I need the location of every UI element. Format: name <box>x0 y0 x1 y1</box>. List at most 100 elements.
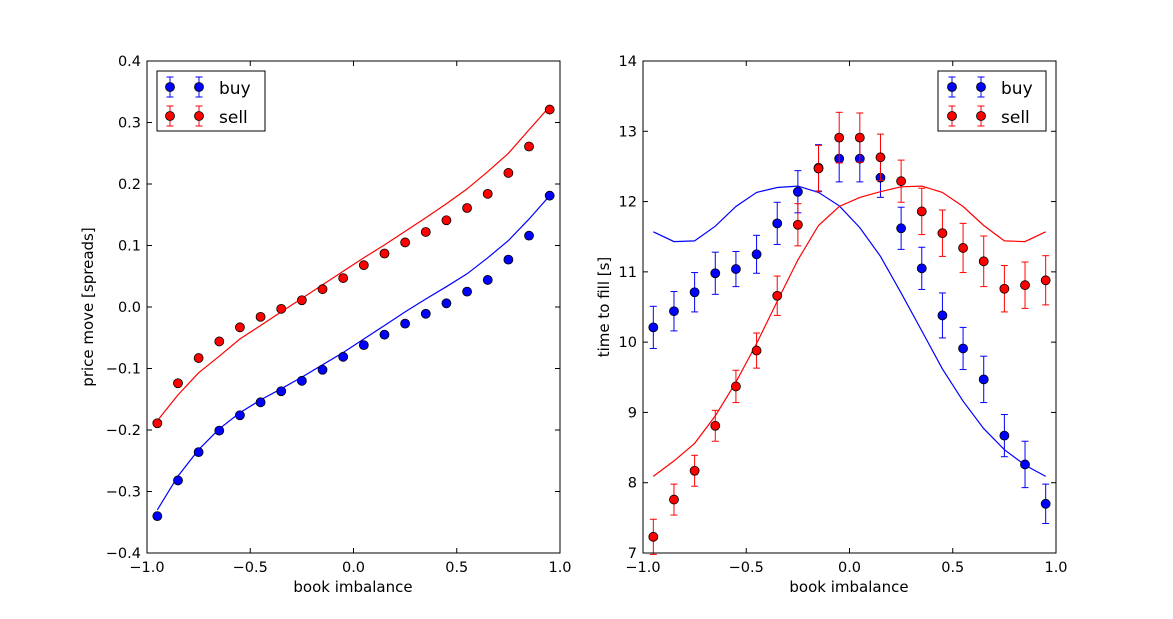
time-to-fill-sell-data-point <box>731 381 741 392</box>
time-to-fill-sell-data-point <box>1020 280 1030 291</box>
price-move-x-tick-label: −1.0 <box>129 560 164 576</box>
price-move-sell-data-point <box>338 273 349 283</box>
time-to-fill-buy-data-point <box>916 263 927 274</box>
time-to-fill-x-tick-label: 1.0 <box>1044 560 1067 576</box>
price-move-buy-data-point <box>503 254 514 265</box>
time-to-fill-buy-data-point <box>1020 459 1030 470</box>
price-move-sell-data-point <box>420 227 431 237</box>
time-to-fill-x-tick-label: −0.5 <box>729 560 764 576</box>
price-move-plot-marks <box>152 104 555 521</box>
time-to-fill-buy-data-point <box>896 223 907 234</box>
price-move-buy-data-point <box>152 511 163 521</box>
price-move-buy-data-point <box>420 308 431 319</box>
time-to-fill-legend-buy-label: buy <box>1001 79 1033 99</box>
time-to-fill-sell-data-point <box>648 531 659 542</box>
price-move-sell-data-point <box>214 336 225 347</box>
time-to-fill-ticks: −1.0 −0.5 0.0 0.5 1.0 7 8 9 10 11 12 13 14 <box>619 54 1068 576</box>
time-to-fill-sell-data-point <box>958 243 968 253</box>
price-move-legend: buy sell <box>156 70 266 132</box>
price-move-buy-data-point <box>317 364 328 375</box>
time-to-fill-sell-data-point <box>813 163 824 174</box>
time-to-fill-buy-data-point <box>937 310 948 321</box>
price-move-sell-data-point <box>276 303 287 314</box>
price-move-y-tick-label: −0.3 <box>106 485 141 501</box>
time-to-fill-x-tick-label: −1.0 <box>625 560 660 576</box>
price-move-buy-data-point <box>296 375 307 386</box>
time-to-fill-sell-data-point <box>772 290 783 301</box>
price-move-x-tick-label: 0.0 <box>342 560 365 576</box>
time-to-fill-x-axis-label: book imbalance <box>789 578 908 596</box>
time-to-fill-legend-sell-symbol <box>947 105 986 127</box>
price-move-y-tick-label: 0.3 <box>118 116 141 132</box>
price-move-buy-data-point <box>379 329 390 340</box>
price-move-sell-data-point <box>462 203 472 213</box>
price-move-sell-data-point <box>317 284 328 295</box>
time-to-fill-sell-data-point <box>1040 275 1051 286</box>
price-move-y-tick-label: −0.4 <box>106 546 141 562</box>
price-move-legend-buy-symbol <box>165 76 204 98</box>
price-move-legend-box <box>156 70 266 132</box>
price-move-sell-data-point <box>173 378 183 389</box>
price-move-buy-data-point <box>544 190 555 201</box>
price-move-y-tick-label: 0.0 <box>118 300 141 316</box>
time-to-fill-buy-data-point <box>710 268 721 279</box>
price-move-buy-data-point <box>255 397 266 408</box>
time-to-fill-y-tick-label: 14 <box>619 54 637 70</box>
time-to-fill-y-axis-label: time to fill [s] <box>595 257 613 358</box>
time-to-fill-sell-data-point <box>854 132 865 143</box>
time-to-fill-sell-data-point <box>751 345 762 356</box>
price-move-y-axis-label: price move [spreads] <box>79 227 97 386</box>
time-to-fill-legend-sell-label: sell <box>1001 108 1030 128</box>
price-move-sell-data-point <box>400 237 411 248</box>
price-move-buy-data-point <box>524 230 534 241</box>
price-move-legend-sell-symbol <box>165 105 204 127</box>
time-to-fill-sell-data-point <box>999 283 1010 294</box>
time-to-fill-buy-data-point <box>978 374 989 385</box>
price-move-sell-data-point <box>358 260 369 271</box>
time-to-fill-chart: −1.0 −0.5 0.0 0.5 1.0 7 8 9 10 11 12 13 14 book imba… <box>595 54 1068 596</box>
time-to-fill-sell-data-point <box>792 219 803 230</box>
price-move-sell-data-point <box>544 104 555 115</box>
price-move-sell-data-point <box>235 322 245 333</box>
price-move-buy-data-point <box>338 351 349 362</box>
price-move-legend-sell-label: sell <box>219 108 248 128</box>
time-to-fill-x-tick-label: 0.0 <box>838 560 861 576</box>
time-to-fill-sell-data-point <box>916 206 927 217</box>
price-move-sell-data-point <box>255 311 266 322</box>
price-move-sell-data-point <box>524 141 534 152</box>
price-move-ticks: −1.0 −0.5 0.0 0.5 1.0 −0.4 −0.3 −0.2 −0.1 0.0 0.1 0… <box>106 54 572 576</box>
price-move-sell-data-point <box>503 168 514 178</box>
price-move-y-tick-label: −0.2 <box>106 423 141 439</box>
price-move-buy-data-point <box>462 286 472 297</box>
price-move-y-tick-label: 0.4 <box>118 54 141 70</box>
time-to-fill-buy-data-point <box>751 249 762 260</box>
time-to-fill-sell-data-point <box>937 228 948 239</box>
price-move-sell-data-point <box>482 188 493 199</box>
time-to-fill-sell-data-point <box>875 152 886 163</box>
time-to-fill-y-tick-label: 11 <box>619 265 637 281</box>
time-to-fill-x-tick-label: 0.5 <box>941 560 964 576</box>
price-move-buy-model-line <box>156 195 551 511</box>
price-move-y-tick-label: 0.1 <box>118 239 141 255</box>
time-to-fill-buy-data-point <box>772 218 783 229</box>
time-to-fill-y-tick-label: 13 <box>619 124 637 140</box>
price-move-x-axis-label: book imbalance <box>293 578 412 596</box>
time-to-fill-buy-data-point <box>999 430 1010 441</box>
time-to-fill-y-tick-label: 10 <box>619 335 637 351</box>
time-to-fill-buy-data-point <box>689 287 700 298</box>
time-to-fill-y-tick-label: 8 <box>628 476 637 492</box>
time-to-fill-buy-data-point <box>958 343 968 354</box>
time-to-fill-buy-data-point <box>669 306 679 317</box>
time-to-fill-sell-data-point <box>896 176 907 187</box>
price-move-buy-data-point <box>173 475 183 486</box>
price-move-legend-buy-label: buy <box>219 79 251 99</box>
price-move-buy-data-point <box>400 318 411 329</box>
price-move-buy-data-point <box>193 447 204 458</box>
time-to-fill-legend-box <box>937 70 1047 132</box>
time-to-fill-buy-data-point <box>648 322 659 333</box>
time-to-fill-buy-model-line <box>653 185 1046 477</box>
time-to-fill-sell-data-point <box>834 132 845 143</box>
price-move-sell-data-point <box>193 353 204 363</box>
time-to-fill-sell-data-point <box>978 256 989 267</box>
